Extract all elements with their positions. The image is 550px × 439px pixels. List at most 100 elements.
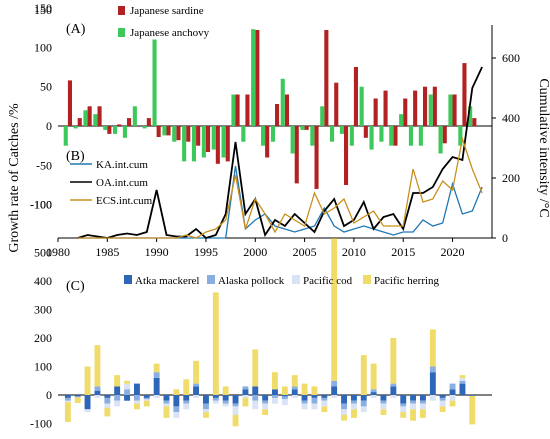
panel-c-bar-segment bbox=[420, 400, 426, 404]
panel-c-bar-segment bbox=[222, 400, 229, 404]
panel-c-bar-segment bbox=[429, 372, 436, 395]
panel-c-bar-segment bbox=[272, 389, 278, 395]
panel-a-bar-anchovy bbox=[103, 126, 108, 130]
panel-c-bar-segment bbox=[291, 395, 298, 398]
panel-a-bar-anchovy bbox=[280, 78, 285, 126]
panel-a-bar-sardine bbox=[413, 90, 418, 126]
panel-c-bar-segment bbox=[104, 407, 111, 417]
panel-c-bar-segment bbox=[439, 395, 446, 398]
panel-c-y-tick-label: 400 bbox=[34, 274, 52, 288]
panel-b-x-tick-label: 2015 bbox=[391, 245, 415, 259]
panel-a-legend-swatch bbox=[118, 6, 125, 15]
panel-c-bar-segment bbox=[291, 386, 298, 390]
panel-c-bar-segment bbox=[183, 395, 190, 401]
panel-c-bar-segment bbox=[183, 400, 190, 404]
panel-a-bar-anchovy bbox=[251, 29, 256, 127]
right-axis-label: Cumulative intensity /°C bbox=[536, 78, 550, 217]
panel-c-bar-segment bbox=[341, 395, 347, 404]
panel-a-bar-sardine bbox=[265, 126, 270, 158]
panel-c-bar-segment bbox=[321, 397, 328, 401]
panel-c-bar-segment bbox=[390, 338, 397, 384]
panel-c-y-tick-label: 500 bbox=[34, 246, 52, 260]
panel-c-bar-segment bbox=[232, 414, 239, 427]
panel-a-bar-anchovy bbox=[468, 106, 473, 126]
panel-c-bar-segment bbox=[281, 396, 288, 400]
panel-c-bar-segment bbox=[410, 403, 416, 410]
panel-c-bar-segment bbox=[124, 395, 130, 401]
panel-b-x-tick-label: 1980 bbox=[46, 245, 70, 259]
panel-c-bar-segment bbox=[104, 397, 111, 404]
panel-a-bar-sardine bbox=[225, 126, 230, 162]
panel-a-bar-anchovy bbox=[330, 126, 335, 142]
panel-c-bar-segment bbox=[193, 386, 199, 395]
panel-c-bar-segment bbox=[193, 383, 199, 387]
panel-c-bar-segment bbox=[390, 383, 397, 387]
panel-c-bar-segment bbox=[124, 389, 130, 395]
panel-c-bar-segment bbox=[331, 395, 338, 398]
panel-c-bar-segment bbox=[429, 329, 436, 367]
panel-a-bar-sardine bbox=[442, 126, 447, 144]
panel-c-label: (C) bbox=[66, 279, 85, 294]
panel-a-bar-sardine bbox=[275, 104, 280, 126]
panel-c-bar-segment bbox=[400, 406, 407, 413]
panel-c-bar-segment bbox=[153, 363, 160, 373]
panel-b-chart: 0 200 400 600 1980 1985 1990 1995 2000 2005 2010 20… bbox=[46, 25, 520, 259]
panel-c-bar-segment bbox=[124, 380, 130, 384]
panel-c-bar-segment bbox=[301, 403, 308, 410]
panel-b-x-tick-label: 1995 bbox=[194, 245, 218, 259]
panel-c-legend-swatch bbox=[124, 275, 132, 284]
panel-a-bar-anchovy bbox=[231, 94, 236, 126]
panel-c-bar-segment bbox=[321, 395, 328, 398]
panel-c-bar-segment bbox=[203, 412, 209, 418]
panel-c-bar-segment bbox=[163, 395, 170, 401]
panel-a-y-tick-label: -100 bbox=[30, 198, 52, 212]
panel-b-series-line bbox=[77, 136, 483, 239]
panel-a-bar-sardine bbox=[383, 90, 388, 126]
panel-c-bar-segment bbox=[222, 386, 229, 395]
panel-c-bar-segment bbox=[64, 395, 71, 398]
panel-c-bar-segment bbox=[469, 395, 476, 396]
panel-c-bar-segment bbox=[449, 383, 456, 390]
panel-b-series-line bbox=[77, 66, 483, 240]
panel-a-bar-anchovy bbox=[448, 94, 453, 126]
panel-c-bar-segment bbox=[153, 395, 160, 398]
panel-c-bar-segment bbox=[449, 395, 456, 401]
panel-c-bar-segment bbox=[262, 400, 269, 404]
panel-b-legend-label: KA.int.cum bbox=[96, 159, 148, 171]
panel-c-bar-segment bbox=[262, 403, 269, 410]
panel-c-bar-segment bbox=[104, 403, 111, 408]
panel-c-bar-segment bbox=[153, 372, 160, 378]
panel-c-bar-segment bbox=[360, 406, 367, 413]
panel-c-bar-segment bbox=[232, 406, 239, 415]
panel-b-legend-label: OA.int.cum bbox=[96, 177, 148, 189]
panel-c-bar-segment bbox=[193, 395, 199, 398]
panel-a-legend: Japanese sardine Japanese anchovy bbox=[118, 5, 210, 39]
panel-c-bar-segment bbox=[351, 400, 357, 404]
panel-c-bar-segment bbox=[222, 395, 229, 401]
panel-c-bar-segment bbox=[173, 406, 180, 413]
panel-a-bar-anchovy bbox=[83, 110, 88, 126]
panel-a-bar-sardine bbox=[196, 126, 201, 146]
panel-c-bar-segment bbox=[163, 403, 170, 407]
panel-c-bar-segment bbox=[351, 409, 357, 418]
panel-c-bar-segment bbox=[351, 403, 357, 410]
panel-c-y-tick-label: 0 bbox=[46, 388, 52, 402]
panel-a-bar-anchovy bbox=[132, 106, 137, 126]
panel-c-bar-segment bbox=[262, 395, 269, 401]
panel-c-bar-segment bbox=[439, 400, 446, 407]
panel-a-bar-anchovy bbox=[310, 126, 315, 146]
panel-c-bar-segment bbox=[114, 386, 121, 395]
panel-c-bar-segment bbox=[134, 395, 140, 401]
panel-a-y-tick-label: -50 bbox=[36, 158, 52, 172]
panel-c-bar-segment bbox=[94, 395, 101, 398]
panel-a-bar-anchovy bbox=[418, 126, 423, 146]
panel-b-y-tick-label: 400 bbox=[502, 111, 520, 125]
panel-c-bar-segment bbox=[321, 406, 328, 413]
panel-c-bar-segment bbox=[459, 375, 466, 378]
panel-a-bar-anchovy bbox=[270, 126, 275, 142]
panel-a-bar-sardine bbox=[423, 86, 428, 126]
panel-c-bar-segment bbox=[262, 409, 269, 415]
panel-c-bar-segment bbox=[183, 403, 190, 410]
panel-a-bar-sardine bbox=[472, 118, 477, 126]
